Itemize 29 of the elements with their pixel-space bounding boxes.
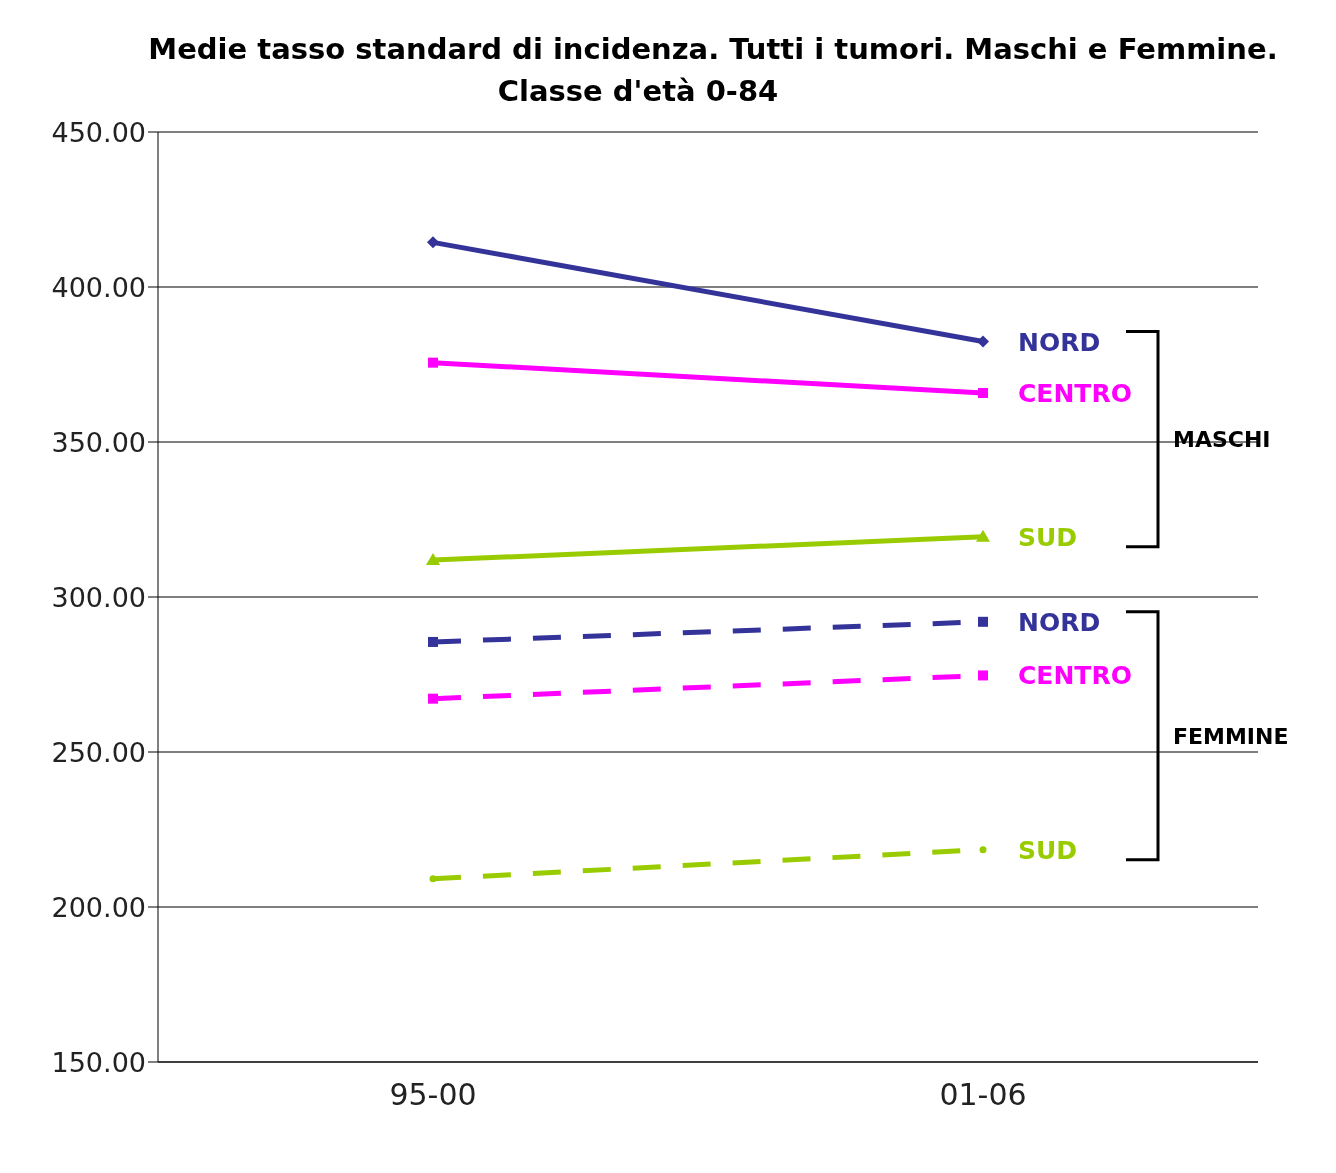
chart-title: Medie tasso standard di incidenza. Tutti i tumori. Maschi e Femmine. bbox=[147, 31, 1279, 68]
y-tick-label: 450.00 bbox=[51, 116, 146, 148]
point bbox=[428, 357, 438, 368]
y-tick-label: 200.00 bbox=[51, 891, 146, 923]
x-tick-label: 01-06 bbox=[939, 1077, 1027, 1113]
y-tick-label: 400.00 bbox=[51, 271, 146, 303]
point bbox=[978, 670, 988, 681]
series-label: NORD bbox=[1018, 607, 1101, 637]
point bbox=[978, 388, 988, 399]
series-label: SUD bbox=[1018, 522, 1078, 552]
point bbox=[979, 846, 987, 854]
annotation: MASCHI bbox=[1173, 427, 1271, 453]
annotation: FEMMINE bbox=[1173, 723, 1289, 749]
series-label: SUD bbox=[1018, 835, 1078, 865]
y-tick-label: 350.00 bbox=[51, 426, 146, 458]
series-label: NORD bbox=[1018, 327, 1101, 357]
series-label: CENTRO bbox=[1018, 379, 1132, 409]
point bbox=[428, 693, 438, 704]
point bbox=[428, 636, 438, 647]
y-tick-label: 150.00 bbox=[51, 1046, 146, 1078]
point bbox=[427, 236, 439, 249]
point bbox=[978, 616, 988, 627]
y-tick-label: 250.00 bbox=[51, 736, 146, 768]
point bbox=[977, 335, 989, 348]
y-tick-label: 300.00 bbox=[51, 581, 146, 613]
chart-subtitle: Classe d'età 0-84 bbox=[496, 73, 780, 110]
series-label: CENTRO bbox=[1018, 661, 1132, 691]
point bbox=[429, 875, 437, 883]
x-tick-label: 95-00 bbox=[389, 1077, 477, 1113]
